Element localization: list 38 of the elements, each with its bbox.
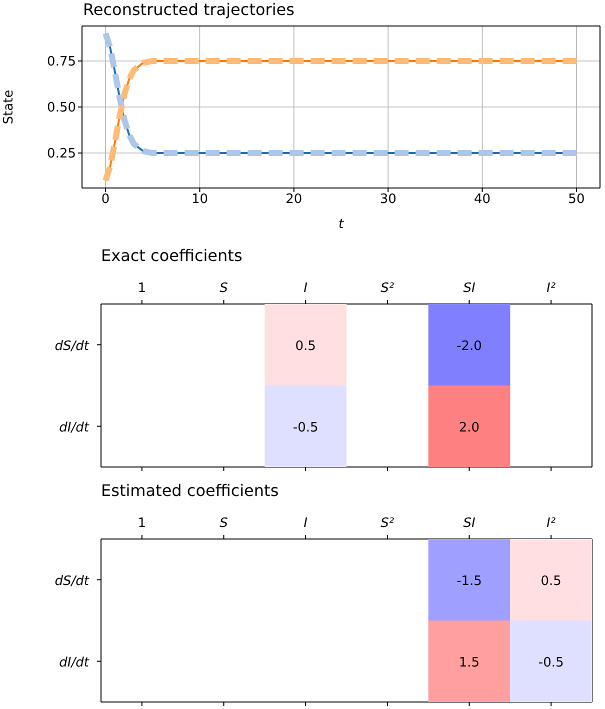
x-tick-label: I² [546,516,556,531]
x-tick-label: SI [463,516,476,531]
y-tick-label: dS/dt [54,338,90,354]
data-label: 0.5 [295,338,316,354]
data-label: -1.5 [456,574,482,589]
data-label: 2.0 [458,420,480,436]
chart-title: Estimated coefficients [101,481,279,500]
x-tick-label: S² [380,281,394,296]
x-tick-label: I² [546,281,556,296]
data-label: -0.5 [538,655,564,670]
y-tick-label: dI/dt [59,420,90,436]
x-tick-label: S [220,281,228,296]
y-tick-label: dS/dt [54,574,90,589]
x-tick-label: 10 [191,192,208,208]
x-tick-label: 1 [138,281,146,296]
chart-title: Exact coefficients [101,246,242,265]
y-tick-label: 0.25 [47,146,76,162]
y-tick-label: 0.75 [47,54,76,70]
x-tick-label: I [304,516,308,531]
x-tick-label: S² [380,516,394,531]
data-label: 1.5 [458,655,480,670]
x-tick-label: 30 [380,192,396,208]
x-tick-label: 50 [568,192,585,208]
y-tick-label: dI/dt [59,655,90,670]
x-tick-label: 20 [286,192,302,208]
x-tick-label: I [304,281,308,296]
x-axis-title: t [338,217,344,232]
x-tick-label: S [220,516,228,531]
x-tick-label: 0 [101,192,110,208]
y-tick-label: 0.50 [47,100,76,116]
y-axis-title: State [2,90,17,124]
data-label: -0.5 [292,420,318,436]
data-label: 0.5 [540,574,562,589]
chart-title: Reconstructed trajectories [83,0,294,19]
x-tick-label: 1 [138,516,146,531]
x-tick-label: SI [463,281,476,296]
x-tick-label: 40 [474,192,491,208]
data-label: -2.0 [456,338,482,354]
